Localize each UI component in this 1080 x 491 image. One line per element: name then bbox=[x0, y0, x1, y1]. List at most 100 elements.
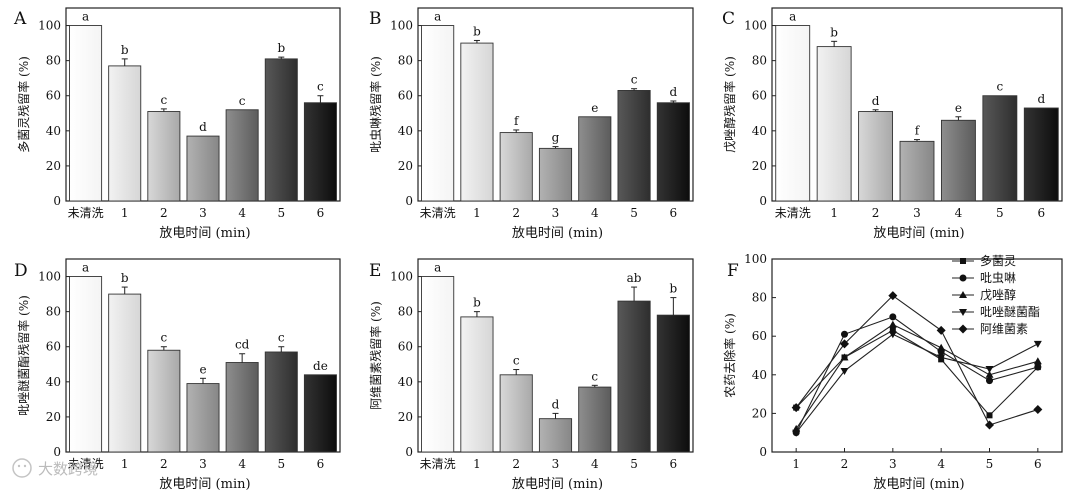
legend-marker bbox=[959, 274, 967, 282]
x-tick-label: 2 bbox=[160, 206, 168, 220]
x-tick-label: 1 bbox=[473, 457, 481, 471]
x-tick-label: 4 bbox=[937, 457, 945, 471]
y-tick-label: 100 bbox=[390, 19, 413, 33]
significance-letter: d bbox=[872, 94, 880, 108]
significance-letter: b bbox=[121, 271, 129, 285]
bar bbox=[538, 147, 573, 202]
x-tick-label: 5 bbox=[630, 457, 638, 471]
x-axis-label: 放电时间 (min) bbox=[512, 226, 603, 241]
y-tick-label: 60 bbox=[46, 340, 61, 354]
x-tick-label: 4 bbox=[955, 206, 963, 220]
y-tick-label: 100 bbox=[744, 19, 767, 33]
y-tick-label: 0 bbox=[759, 445, 767, 459]
bar bbox=[264, 351, 298, 453]
panel-e: E 0 20 40 60 80 100 阿维菌素残留率 (%) 放电时间 (min) 未清洗 a 1 b… bbox=[368, 258, 694, 491]
x-tick-label: 6 bbox=[1034, 457, 1042, 471]
x-tick-label: 2 bbox=[512, 457, 520, 471]
panel-a: A 0 20 40 60 80 100 多菌灵残留率 (%) 放电时间 (min) 未清洗 a 1 b 2… bbox=[13, 7, 341, 241]
y-axis-label: 戊唑醇残留率 (%) bbox=[722, 56, 737, 153]
significance-letter: ab bbox=[627, 271, 642, 285]
legend-label: 戊唑醇 bbox=[980, 287, 1016, 302]
bar bbox=[982, 95, 1018, 202]
y-tick-label: 40 bbox=[752, 368, 767, 382]
panel-f: F 0 20 40 60 80 100 农药去除率 (%) 放电时间 (min) 1 2 3 4 5 6 多菌… bbox=[722, 252, 1063, 491]
x-tick-label: 5 bbox=[277, 457, 285, 471]
legend-marker bbox=[960, 258, 966, 264]
panel-letter: E bbox=[369, 261, 381, 281]
x-tick-label: 1 bbox=[473, 206, 481, 220]
x-axis-label: 放电时间 (min) bbox=[873, 477, 964, 491]
legend-label: 阿维菌素 bbox=[980, 322, 1028, 336]
bar bbox=[460, 316, 494, 453]
y-tick-label: 60 bbox=[752, 89, 767, 103]
panel-c: C 0 20 40 60 80 100 戊唑醇残留率 (%) 放电时间 (min) 未清洗 a 1 b 2… bbox=[722, 7, 1063, 241]
y-tick-label: 80 bbox=[46, 54, 61, 68]
significance-letter: c bbox=[513, 354, 520, 368]
x-tick-label: 3 bbox=[199, 206, 207, 220]
y-tick-label: 60 bbox=[398, 89, 413, 103]
series-line bbox=[795, 323, 1038, 430]
y-tick-label: 100 bbox=[38, 270, 61, 284]
legend-label: 吡唑醚菌酯 bbox=[980, 305, 1040, 319]
y-tick-label: 40 bbox=[46, 375, 61, 389]
y-tick-label: 20 bbox=[46, 159, 61, 173]
panel-b: B 0 20 40 60 80 100 吡虫啉残留率 (%) 放电时间 (min) 未清洗 a 1 b 2… bbox=[368, 7, 694, 241]
data-point bbox=[888, 320, 897, 328]
legend-marker bbox=[959, 291, 967, 298]
x-tick-label: 6 bbox=[670, 206, 678, 220]
data-point bbox=[986, 377, 993, 385]
bar bbox=[225, 109, 259, 202]
significance-letter: a bbox=[82, 261, 89, 275]
significance-letter: b bbox=[121, 43, 129, 57]
legend-label: 多菌灵 bbox=[980, 254, 1016, 268]
bar bbox=[225, 362, 259, 453]
significance-letter: c bbox=[278, 331, 285, 345]
panel-letter: C bbox=[722, 9, 735, 29]
y-tick-label: 0 bbox=[405, 445, 413, 459]
bar bbox=[69, 276, 103, 453]
data-point bbox=[888, 331, 897, 339]
data-point bbox=[791, 403, 801, 413]
series-line bbox=[795, 333, 1039, 434]
significance-letter: cd bbox=[235, 338, 250, 352]
y-tick-label: 80 bbox=[46, 305, 61, 319]
significance-letter: b bbox=[670, 282, 678, 296]
significance-letter: de bbox=[313, 359, 328, 373]
significance-letter: e bbox=[955, 101, 962, 115]
series-line bbox=[795, 316, 1038, 433]
x-tick-label: 6 bbox=[670, 457, 678, 471]
watermark-text: 大数跨境 bbox=[38, 460, 98, 478]
panel-letter: D bbox=[14, 261, 28, 281]
x-tick-label: 6 bbox=[1037, 206, 1045, 220]
bar bbox=[775, 25, 811, 202]
x-axis-label: 放电时间 (min) bbox=[873, 226, 964, 241]
x-tick-label: 未清洗 bbox=[420, 206, 456, 220]
x-tick-label: 未清洗 bbox=[420, 457, 456, 471]
significance-letter: c bbox=[631, 73, 638, 87]
data-point bbox=[985, 370, 994, 378]
data-point bbox=[985, 420, 994, 430]
x-tick-label: 未清洗 bbox=[68, 457, 104, 471]
x-tick-label: 2 bbox=[160, 457, 168, 471]
x-tick-label: 未清洗 bbox=[775, 206, 811, 220]
y-tick-label: 0 bbox=[53, 194, 61, 208]
y-tick-label: 0 bbox=[53, 445, 61, 459]
x-tick-label: 4 bbox=[238, 206, 246, 220]
data-point bbox=[1034, 363, 1042, 371]
x-tick-label: 3 bbox=[199, 457, 207, 471]
significance-letter: g bbox=[552, 131, 560, 145]
x-tick-label: 1 bbox=[830, 206, 838, 220]
y-tick-label: 0 bbox=[405, 194, 413, 208]
y-tick-label: 40 bbox=[752, 124, 767, 138]
bar bbox=[108, 293, 142, 453]
x-tick-label: 3 bbox=[552, 457, 560, 471]
bar bbox=[656, 102, 690, 202]
bar bbox=[186, 383, 220, 453]
x-axis-label: 放电时间 (min) bbox=[159, 477, 250, 491]
x-tick-label: 4 bbox=[591, 457, 599, 471]
data-point bbox=[937, 354, 946, 362]
data-point bbox=[792, 429, 801, 437]
panel-letter: A bbox=[13, 9, 27, 29]
data-point bbox=[889, 327, 896, 334]
significance-letter: e bbox=[591, 101, 598, 115]
